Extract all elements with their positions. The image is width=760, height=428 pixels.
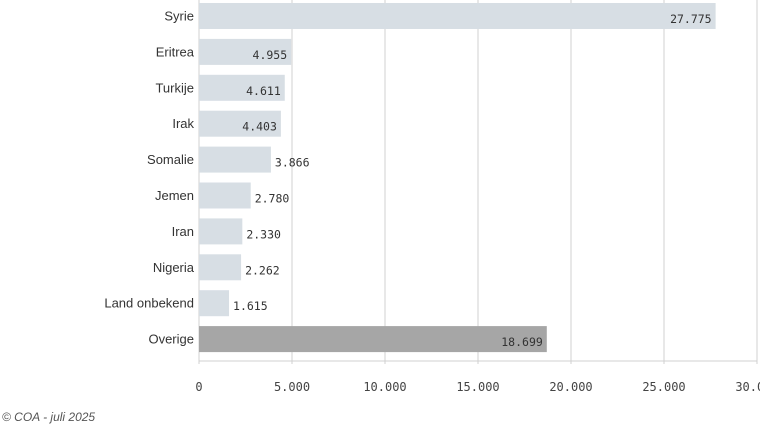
category-label: Jemen [155,188,194,203]
x-tick-label: 20.000 [549,380,592,394]
credit-text: © COA - juli 2025 [2,410,96,424]
bars [199,3,716,353]
x-tick-label: 25.000 [642,380,685,394]
category-label: Irak [172,116,194,131]
bar [199,218,243,245]
bar [199,182,251,209]
bar [199,326,547,353]
bar [199,38,292,65]
data-label: 2.330 [246,227,281,241]
gridlines [198,0,758,364]
labels: 0 5.000 10.000 15.000 20.000 25.000 30.000 Syri… [104,9,760,395]
data-label: 2.262 [245,263,280,277]
category-label: Nigeria [153,260,195,275]
bar [199,146,271,173]
data-label: 4.955 [253,48,288,62]
x-tick-label: 0 [195,380,202,394]
bar [199,3,716,29]
data-label: 18.699 [501,335,543,349]
data-label: 2.780 [255,192,290,206]
category-label: Eritrea [156,44,195,59]
category-label: Somalie [147,152,194,167]
bar [199,290,230,317]
x-tick-label: 15.000 [456,380,499,394]
category-label: Land onbekend [104,296,194,311]
x-tick-label: 10.000 [363,380,406,394]
data-label: 3.866 [275,156,310,170]
bar [199,254,242,281]
category-label: Syrie [164,9,194,24]
bar [199,110,281,137]
data-label: 27.775 [670,12,712,26]
category-label: Turkije [155,80,194,95]
bar [199,74,285,101]
data-label: 4.611 [246,84,281,98]
data-label: 4.403 [242,120,277,134]
category-label: Overige [148,332,194,347]
x-tick-label: 5.000 [274,380,310,394]
category-label: Iran [172,224,194,239]
data-label: 1.615 [233,299,268,313]
x-tick-label: 30.000 [735,380,760,394]
